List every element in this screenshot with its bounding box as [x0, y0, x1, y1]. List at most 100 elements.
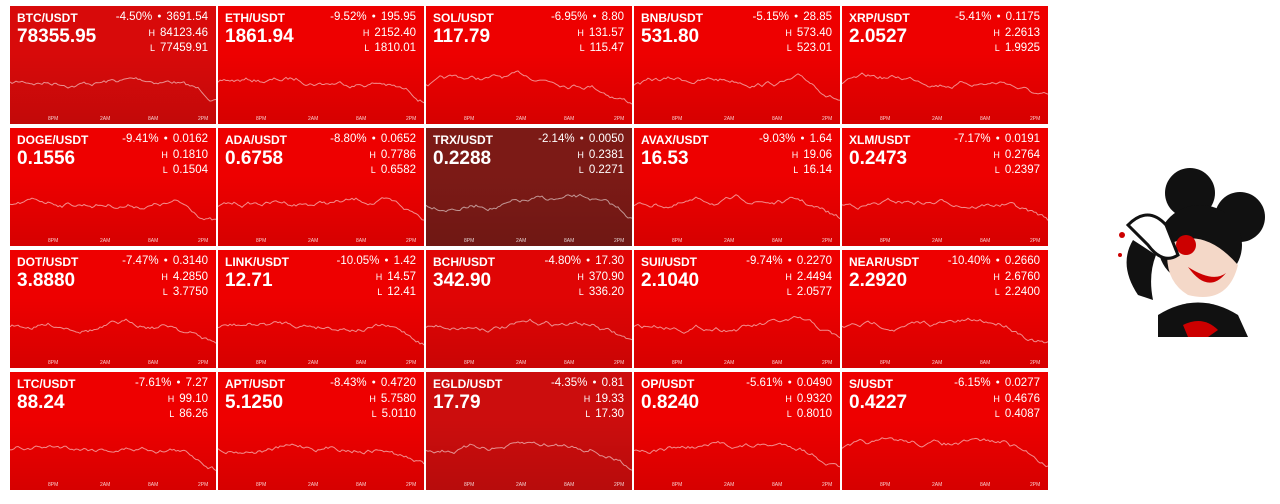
- high-label: H: [362, 28, 370, 38]
- change: -8.80% ● 0.0652: [330, 133, 416, 145]
- time-label: 8AM: [772, 238, 783, 244]
- high: H 0.1810: [161, 149, 208, 161]
- sparkline: [10, 77, 216, 102]
- last-price: 531.80: [641, 26, 700, 47]
- high-label: H: [993, 28, 1000, 38]
- change-percent: -8.80%: [330, 133, 367, 145]
- separator: ●: [579, 135, 584, 142]
- ticker-tile: OP/USDT 0.8240 -5.61% ● 0.0490 H 0.9320 L 0.8010…: [634, 372, 840, 490]
- tile-shade: [842, 128, 1048, 246]
- separator: ●: [787, 257, 792, 264]
- high: H 0.4676: [993, 393, 1040, 405]
- change-absolute: 28.85: [803, 11, 832, 23]
- high-label: H: [577, 28, 584, 38]
- high: H 2.6760: [993, 271, 1040, 283]
- low-value: 0.2397: [1004, 164, 1040, 176]
- pair-name: LTC/USDT: [17, 377, 76, 391]
- change-percent: -9.52%: [330, 11, 367, 23]
- last-price: 3.8880: [17, 270, 76, 291]
- change-percent: -4.50%: [115, 11, 153, 23]
- time-label: 8PM: [672, 238, 683, 244]
- high-value: 99.10: [179, 393, 208, 405]
- change: -5.61% ● 0.0490: [746, 377, 832, 389]
- low: L 16.14: [793, 164, 832, 176]
- high-value: 2.4494: [796, 271, 832, 283]
- high-value: 2.2613: [1004, 27, 1040, 39]
- high-value: 370.90: [588, 271, 624, 283]
- low-value: 0.8010: [796, 408, 832, 420]
- pair-name: NEAR/USDT: [849, 255, 920, 269]
- time-label: 2AM: [724, 238, 735, 244]
- change-absolute: 0.0050: [588, 133, 624, 145]
- pair-name: BTC/USDT: [17, 11, 78, 25]
- change-absolute: 8.80: [601, 11, 624, 23]
- low: L 1.9925: [995, 42, 1040, 54]
- change-percent: -8.43%: [330, 377, 367, 389]
- time-label: 8AM: [564, 482, 575, 488]
- high-value: 19.33: [595, 393, 624, 405]
- change-percent: -9.03%: [758, 133, 796, 145]
- change-absolute: 7.27: [185, 377, 208, 389]
- change-percent: -4.80%: [544, 255, 581, 267]
- sparkline: [842, 437, 1048, 468]
- last-price: 78355.95: [17, 26, 97, 47]
- last-price: 0.8240: [641, 392, 700, 413]
- low-value: 12.41: [387, 286, 416, 298]
- pair-name: ADA/USDT: [225, 133, 287, 147]
- separator: ●: [371, 135, 376, 142]
- low: L 0.2271: [579, 164, 624, 176]
- last-price: 17.79: [433, 392, 481, 413]
- tile-shade: [842, 372, 1048, 490]
- time-label: 2PM: [822, 116, 833, 122]
- sparkline: [634, 73, 840, 101]
- sparkline-path: [634, 73, 840, 101]
- time-label: 2AM: [308, 482, 319, 488]
- time-label: 2PM: [1030, 360, 1041, 366]
- time-label: 8AM: [564, 238, 575, 244]
- separator: ●: [592, 13, 597, 20]
- time-label: 2AM: [100, 238, 111, 244]
- tile-shade: [10, 128, 216, 246]
- low-value: 523.01: [796, 42, 832, 54]
- sparkline: [842, 317, 1048, 344]
- low-value: 2.0577: [796, 286, 832, 298]
- pair-name: SUI/USDT: [641, 255, 698, 269]
- low-label: L: [370, 165, 376, 175]
- change-percent: -10.05%: [336, 255, 380, 267]
- low-value: 0.6582: [380, 164, 416, 176]
- separator: ●: [384, 257, 389, 264]
- sparkline: [634, 194, 840, 220]
- tile-shade: [634, 250, 840, 368]
- low: L 0.4087: [995, 408, 1040, 420]
- time-label: 8AM: [772, 360, 783, 366]
- high-value: 0.4676: [1004, 393, 1040, 405]
- high: H 2152.40: [363, 27, 416, 39]
- time-label: 8PM: [48, 360, 59, 366]
- time-label: 2PM: [822, 482, 833, 488]
- high-label: H: [375, 272, 383, 282]
- sparkline-path: [634, 440, 840, 468]
- low-label: L: [162, 287, 168, 297]
- high: H 84123.46: [149, 27, 208, 39]
- time-label: 8AM: [356, 116, 367, 122]
- time-label: 2AM: [932, 116, 943, 122]
- time-label: 2AM: [516, 360, 527, 366]
- pair-name: S/USDT: [849, 377, 894, 391]
- pair-name: BNB/USDT: [641, 11, 703, 25]
- low-value: 3.7750: [172, 286, 208, 298]
- high: H 0.2764: [993, 149, 1040, 161]
- sparkline: [10, 318, 216, 344]
- high-value: 0.9320: [796, 393, 832, 405]
- separator: ●: [176, 379, 181, 386]
- time-label: 2AM: [516, 482, 527, 488]
- time-label: 8AM: [356, 360, 367, 366]
- separator: ●: [787, 379, 792, 386]
- pair-name: AVAX/USDT: [641, 133, 709, 147]
- low-label: L: [994, 287, 1000, 297]
- sparkline-path: [218, 197, 424, 221]
- tile-shade: [634, 128, 840, 246]
- high: H 370.90: [577, 271, 624, 283]
- time-label: 2PM: [822, 238, 833, 244]
- sparkline-path: [634, 315, 840, 339]
- time-label: 2PM: [614, 360, 625, 366]
